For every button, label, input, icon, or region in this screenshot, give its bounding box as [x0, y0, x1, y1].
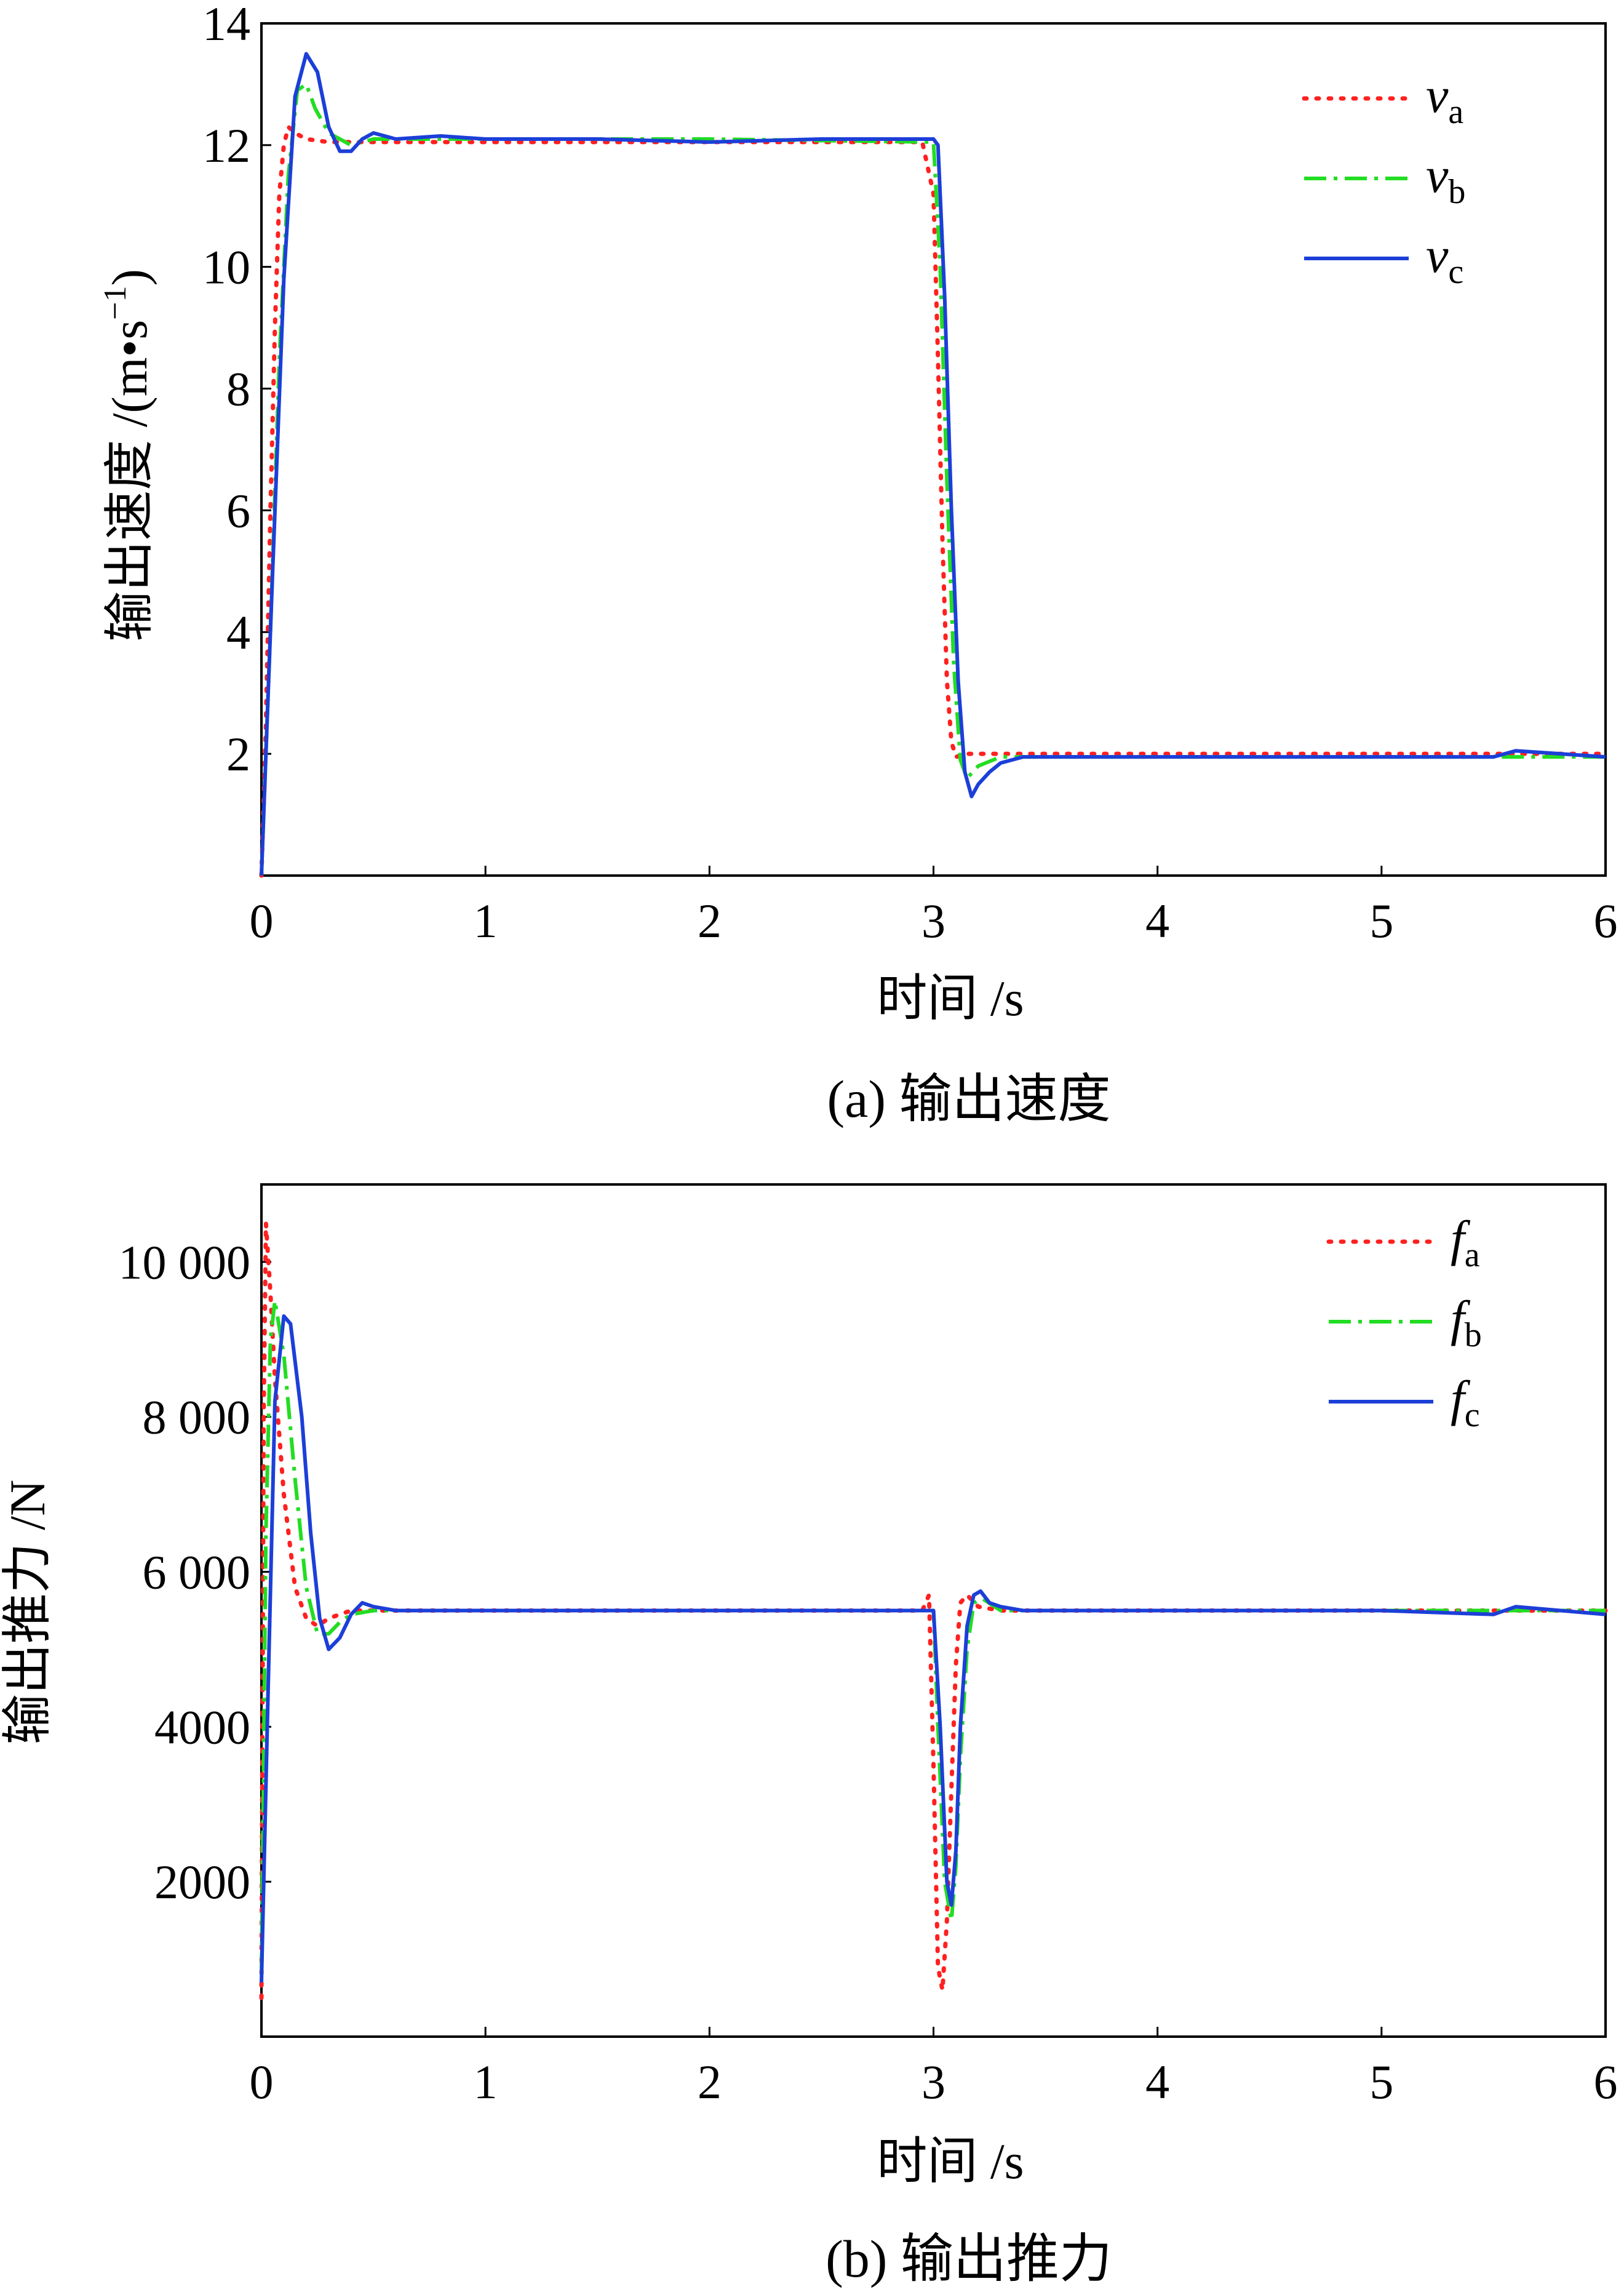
panel-a-x-tick-label: 3 [921, 894, 945, 948]
panel-b-x-tick-label: 1 [474, 2055, 498, 2109]
panel-b-x-tick-label: 5 [1369, 2055, 1393, 2109]
panel-b-y-ticks: 2000 4000 6 000 8 000 10 000 [119, 1236, 271, 1909]
panel-b-legend: fa fb fc [1326, 1210, 1482, 1434]
panel-a-x-tick-label: 5 [1369, 894, 1393, 948]
legend-fa-label: fa [1451, 1210, 1480, 1274]
panel-a-x-tick-label: 1 [474, 894, 498, 948]
panel-b-x-axis-label: 时间 /s [877, 2133, 1024, 2189]
panel-a-y-ticks: 2 4 6 8 10 12 14 [202, 0, 271, 781]
panel-a-series-vc-line [260, 52, 1606, 876]
panel-a-y-tick-label: 6 [226, 484, 250, 537]
panel-b-series [259, 1221, 1608, 2000]
panel-b-x-tick-label: 3 [921, 2055, 945, 2109]
panel-b-y-axis-label: 输出推力 /N [0, 1480, 55, 1745]
legend-vb-label: vb [1426, 147, 1465, 211]
panel-b-x-tick-label: 2 [698, 2055, 722, 2109]
panel-b-y-tick-label: 6 000 [143, 1546, 251, 1599]
panel-a-y-tick-label: 12 [202, 119, 250, 172]
panel-b-y-tick-label: 10 000 [119, 1236, 251, 1289]
panel-a-x-tick-label: 0 [250, 894, 274, 948]
panel-a-x-tick-label: 6 [1594, 894, 1618, 948]
panel-a-x-tick-label: 2 [698, 894, 722, 948]
panel-a-y-tick-label: 2 [226, 727, 250, 781]
panel-a-y-axis-label: 输出速度 /(m•s−1) [98, 269, 157, 642]
legend-fb-label: fb [1451, 1290, 1482, 1354]
panel-b-series-fc-line [260, 1314, 1606, 1983]
panel-b-y-tick-label: 8 000 [143, 1391, 251, 1444]
panel-b-x-tick-label: 4 [1145, 2055, 1169, 2109]
legend-va-label: va [1426, 67, 1463, 131]
panel-b-caption: (b) 输出推力 [826, 2229, 1112, 2288]
panel-b: 0 1 2 3 4 5 6 2000 4000 6 000 8 000 10 000 时间 /s 输… [0, 1183, 1618, 2288]
panel-a-series [259, 52, 1608, 878]
panel-a-y-tick-label: 4 [226, 605, 250, 659]
panel-a-y-tick-label: 8 [226, 362, 250, 416]
panel-b-y-tick-label: 4000 [154, 1700, 250, 1754]
panel-b-y-tick-label: 2000 [154, 1855, 250, 1909]
panel-a-x-axis-label: 时间 /s [877, 970, 1024, 1026]
panel-a-y-tick-label: 10 [202, 241, 250, 294]
panel-b-x-ticks: 0 1 2 3 4 5 6 [250, 2027, 1618, 2109]
panel-a-x-ticks: 0 1 2 3 4 5 6 [250, 866, 1618, 948]
panel-a-series-vb-line [260, 82, 1606, 876]
panel-a-series-va-line [259, 124, 1608, 878]
legend-fc-label: fc [1451, 1370, 1480, 1434]
panel-b-x-tick-label: 0 [250, 2055, 274, 2109]
panel-b-x-tick-label: 6 [1594, 2055, 1618, 2109]
panel-a-caption: (a) 输出速度 [827, 1069, 1111, 1128]
panel-a-legend: va vb vc [1302, 67, 1465, 291]
panel-a-x-tick-label: 4 [1145, 894, 1169, 948]
legend-vc-label: vc [1426, 227, 1463, 291]
panel-a-y-tick-label: 14 [202, 0, 250, 50]
